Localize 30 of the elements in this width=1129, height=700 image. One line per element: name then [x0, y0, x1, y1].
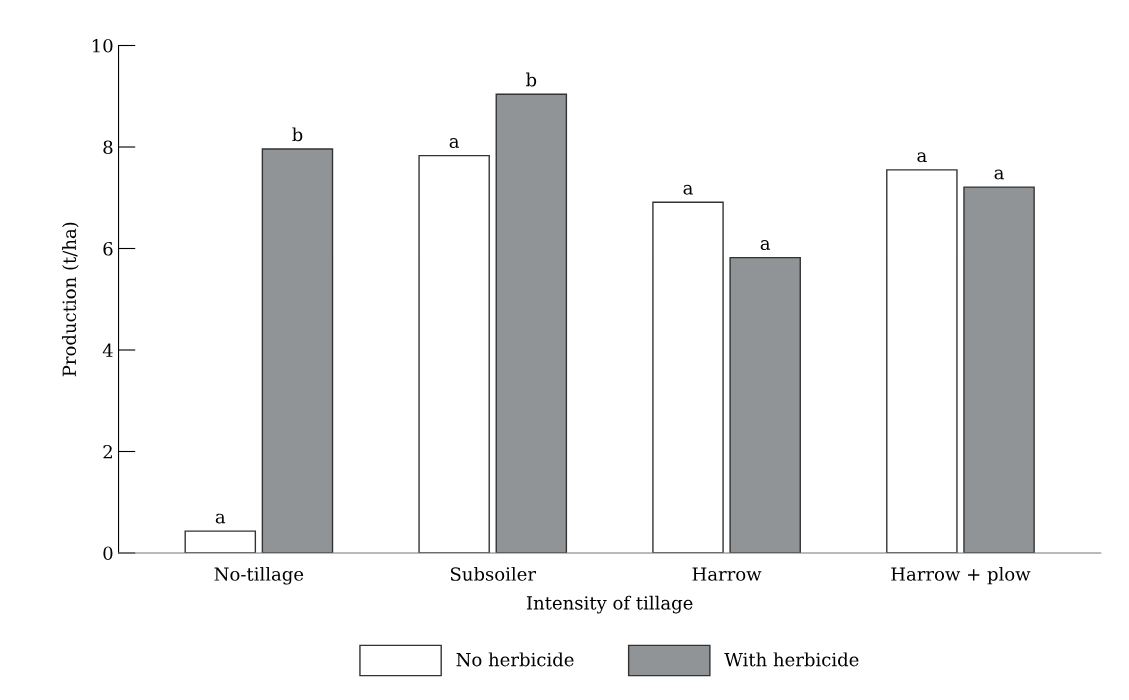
x-tick-label: Harrow + plow: [891, 566, 1031, 585]
data-label: a: [994, 169, 1004, 180]
bar: [729, 256, 801, 553]
data-label: a: [917, 152, 927, 163]
bar: [184, 530, 257, 553]
data-label: a: [215, 513, 226, 524]
bar: [963, 186, 1035, 553]
x-tick-label: Harrow: [692, 567, 762, 581]
y-tick-label: 8: [103, 140, 113, 155]
data-label: a: [760, 240, 771, 250]
y-tick-label: 0: [103, 546, 113, 561]
y-axis-title: Production (t/ha): [62, 222, 79, 377]
x-tick-label: Subsoiler: [450, 566, 537, 581]
legend-label: With herbicide: [724, 652, 859, 667]
data-label: b: [292, 127, 303, 142]
bar: [495, 93, 568, 553]
bar: [261, 148, 334, 553]
x-axis-title: Intensity of tillage: [526, 595, 693, 614]
y-tick-label: 6: [103, 241, 113, 256]
x-tick-label: No-tillage: [214, 566, 304, 585]
y-tick-label: 2: [103, 444, 112, 459]
bar: [418, 154, 490, 553]
bar: [886, 169, 958, 553]
data-label: b: [526, 72, 537, 87]
y-tick-label: 10: [92, 38, 113, 53]
data-label: a: [449, 138, 460, 148]
y-tick-label: 4: [102, 343, 113, 357]
bar: [652, 201, 724, 553]
data-label: a: [683, 184, 693, 195]
legend-label: No herbicide: [456, 652, 574, 667]
